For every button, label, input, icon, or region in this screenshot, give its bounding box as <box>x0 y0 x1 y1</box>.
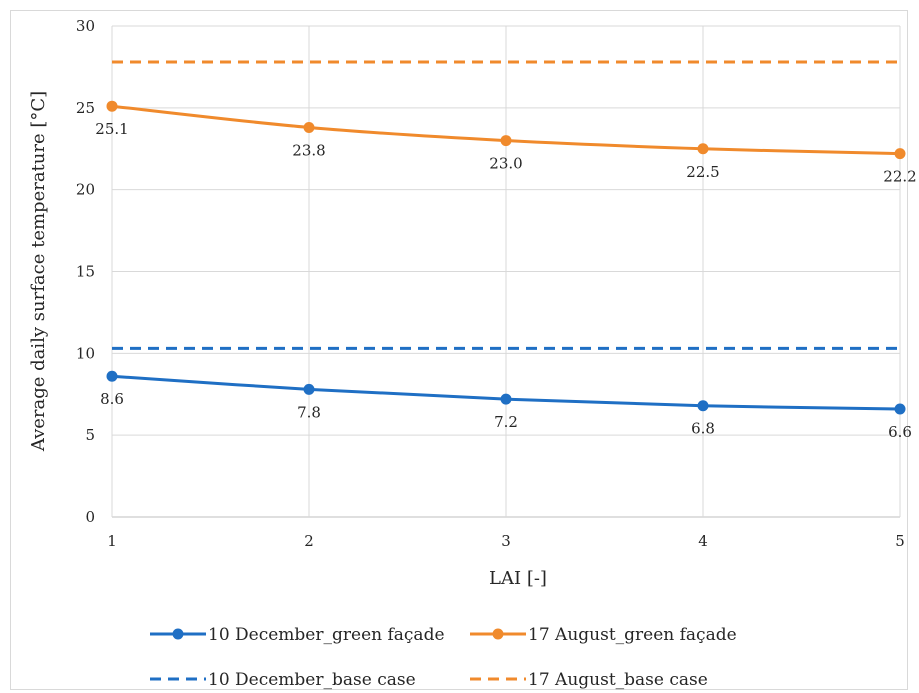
data-label-10-december-green-fa-ade-2: 7.8 <box>297 403 321 421</box>
x-axis-ticks: 1 2 3 4 5 <box>107 532 905 550</box>
data-labels: 8.6 7.8 7.2 6.8 6.6 25.1 23.8 23.0 22.5 22.2 <box>95 120 916 441</box>
data-label-17-august-green-fa-ade-1: 25.1 <box>95 120 128 138</box>
data-label-10-december-green-fa-ade-1: 8.6 <box>100 390 124 408</box>
y-tick-label: 5 <box>85 426 95 444</box>
data-point-10-december-green-fa-ade-4 <box>697 400 709 412</box>
chart-frame <box>10 10 908 690</box>
legend-label-10-december-base-case: 10 December_base case <box>208 670 416 690</box>
x-tick-label: 3 <box>501 532 511 550</box>
x-tick-label: 4 <box>698 532 708 550</box>
data-label-10-december-green-fa-ade-4: 6.8 <box>691 420 715 438</box>
gridlines <box>111 25 901 518</box>
data-point-17-august-green-fa-ade-4 <box>697 143 709 155</box>
data-label-17-august-green-fa-ade-4: 22.5 <box>686 163 719 181</box>
legend-label-17-august-base-case: 17 August_base case <box>528 670 708 690</box>
data-point-10-december-green-fa-ade-2 <box>303 383 315 395</box>
data-point-17-august-green-fa-ade-1 <box>106 100 118 112</box>
data-markers <box>106 100 906 415</box>
y-tick-label: 30 <box>76 17 95 35</box>
y-axis-ticks: 0 5 10 15 20 25 30 <box>76 17 95 526</box>
data-point-17-august-green-fa-ade-3 <box>500 135 512 147</box>
data-point-10-december-green-fa-ade-3 <box>500 393 512 405</box>
legend: 10 December_green façade 17 August_green … <box>150 625 737 690</box>
data-label-17-august-green-fa-ade-5: 22.2 <box>883 168 916 186</box>
data-label-10-december-green-fa-ade-3: 7.2 <box>494 413 518 431</box>
y-tick-label: 10 <box>76 344 95 362</box>
legend-label-10-december-green-fa-ade: 10 December_green façade <box>208 625 445 645</box>
data-label-17-august-green-fa-ade-3: 23.0 <box>489 155 522 173</box>
legend-marker-17-august-green-fa-ade <box>492 628 504 640</box>
data-label-17-august-green-fa-ade-2: 23.8 <box>292 141 325 159</box>
data-label-10-december-green-fa-ade-5: 6.6 <box>888 423 912 441</box>
y-tick-label: 25 <box>76 99 95 117</box>
y-tick-label: 20 <box>76 181 95 199</box>
data-point-10-december-green-fa-ade-5 <box>894 403 906 415</box>
legend-marker-10-december-green-fa-ade <box>172 628 184 640</box>
x-axis-title: LAI [-] <box>489 568 547 589</box>
y-axis-title: Average daily surface temperature [°C] <box>28 91 49 452</box>
y-tick-label: 0 <box>85 508 95 526</box>
x-tick-label: 2 <box>304 532 314 550</box>
data-point-17-august-green-fa-ade-2 <box>303 121 315 133</box>
data-point-10-december-green-fa-ade-1 <box>106 370 118 382</box>
legend-label-17-august-green-fa-ade: 17 August_green façade <box>528 625 737 645</box>
data-point-17-august-green-fa-ade-5 <box>894 148 906 160</box>
x-tick-label: 5 <box>895 532 905 550</box>
y-tick-label: 15 <box>76 263 95 281</box>
x-tick-label: 1 <box>107 532 117 550</box>
